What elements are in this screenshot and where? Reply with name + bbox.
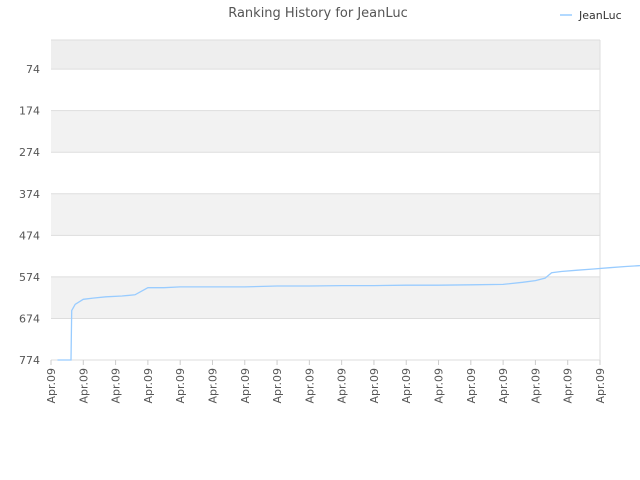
x-tick-label: Apr.09 bbox=[303, 368, 316, 404]
plot-band bbox=[51, 152, 600, 194]
chart-title: Ranking History for JeanLuc bbox=[228, 6, 408, 21]
x-tick-label: Apr.09 bbox=[594, 368, 607, 404]
plot-band bbox=[51, 110, 600, 153]
plot-band bbox=[51, 235, 600, 277]
y-tick-label: 474 bbox=[19, 229, 40, 242]
grid-lines bbox=[51, 39, 601, 361]
x-tick-label: Apr.09 bbox=[497, 368, 510, 404]
x-tick-label: Apr.09 bbox=[110, 368, 123, 404]
plot-band bbox=[51, 69, 600, 111]
y-tick-label: 174 bbox=[19, 105, 40, 118]
x-tick-label: Apr.09 bbox=[400, 368, 413, 404]
x-tick-label: Apr.09 bbox=[465, 368, 478, 404]
x-tick-label: Apr.09 bbox=[529, 368, 542, 404]
x-tick-label: Apr.09 bbox=[336, 368, 349, 404]
x-tick-label: Apr.09 bbox=[45, 368, 58, 404]
x-tick-label: Apr.09 bbox=[562, 368, 575, 404]
y-tick-label: 774 bbox=[19, 354, 40, 367]
plot-band bbox=[51, 40, 600, 70]
x-tick-label: Apr.09 bbox=[433, 368, 446, 404]
x-axis: Apr.09 Apr.09 Apr.09 Apr.09 Apr.09 Apr.09 Apr.… bbox=[45, 360, 607, 404]
y-tick-label: 74 bbox=[26, 63, 40, 76]
x-tick-label: Apr.09 bbox=[77, 368, 90, 404]
y-tick-label: 274 bbox=[19, 146, 40, 159]
x-tick-label: Apr.09 bbox=[174, 368, 187, 404]
plot-band bbox=[51, 318, 600, 360]
x-tick-label: Apr.09 bbox=[142, 368, 155, 404]
plot-band bbox=[51, 193, 600, 236]
plot-background bbox=[51, 40, 600, 360]
x-tick-label: Apr.09 bbox=[368, 368, 381, 404]
series-layer bbox=[57, 264, 640, 361]
legend: JeanLuc bbox=[560, 9, 622, 22]
x-tick-label: Apr.09 bbox=[239, 368, 252, 404]
x-tick-label: Apr.09 bbox=[206, 368, 219, 404]
series-line-jeanluc bbox=[57, 264, 640, 361]
y-tick-label: 674 bbox=[19, 312, 40, 325]
x-tick-label: Apr.09 bbox=[271, 368, 284, 404]
y-tick-label: 374 bbox=[19, 188, 40, 201]
y-axis: 74 174 274 374 474 574 674 774 bbox=[19, 63, 40, 367]
legend-label: JeanLuc bbox=[578, 9, 622, 22]
y-tick-label: 574 bbox=[19, 271, 40, 284]
